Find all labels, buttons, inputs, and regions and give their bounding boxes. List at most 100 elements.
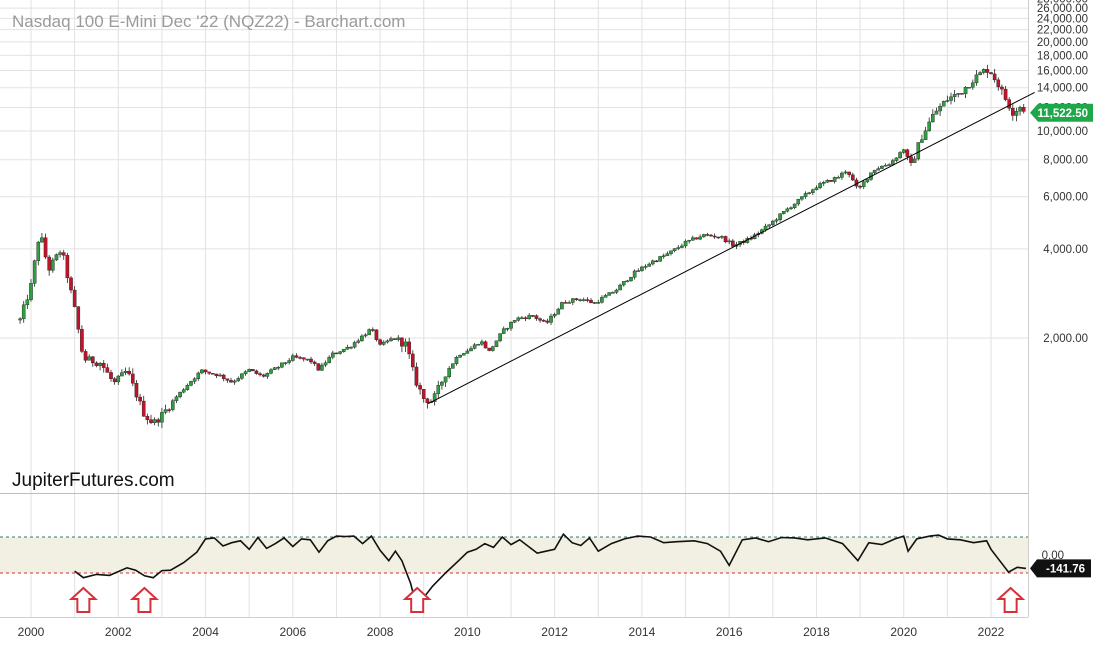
candle-down xyxy=(225,378,230,381)
candle-up xyxy=(701,234,706,238)
candle-down xyxy=(545,320,550,323)
candle-up xyxy=(832,177,837,182)
candle-up xyxy=(265,373,270,377)
candle-up xyxy=(811,189,815,193)
candle-up xyxy=(440,381,444,386)
candle-up xyxy=(843,171,848,174)
candle-up xyxy=(727,240,731,243)
candle-down xyxy=(138,396,142,402)
candle-down xyxy=(69,277,73,291)
candle-down xyxy=(847,171,851,176)
candle-down xyxy=(709,234,713,237)
candle-up xyxy=(389,338,393,342)
trend-line xyxy=(427,91,1035,405)
x-tick-label: 2020 xyxy=(890,625,917,639)
candle-down xyxy=(585,299,590,301)
candle-up xyxy=(152,419,157,423)
candle-up xyxy=(629,277,633,282)
candle-up xyxy=(243,371,248,375)
candle-up xyxy=(58,252,62,255)
candle-down xyxy=(312,361,317,364)
up-arrow-icon xyxy=(129,586,160,613)
candle-up xyxy=(938,106,942,112)
candle-up xyxy=(920,139,924,143)
candle-up xyxy=(552,314,557,317)
candle-up xyxy=(865,179,870,183)
x-tick-label: 2004 xyxy=(192,625,219,639)
candle-up xyxy=(796,198,801,205)
candle-up xyxy=(611,292,615,294)
candle-up xyxy=(658,256,662,262)
candle-up xyxy=(698,236,702,240)
candle-up xyxy=(331,352,335,358)
x-axis: 2000 2002 2004 2006 2008 2010 2012 2014 2016 2018… xyxy=(18,625,1005,639)
candle-down xyxy=(1000,86,1004,90)
candle-down xyxy=(523,317,528,319)
price-tick-label: 14,000.00 xyxy=(1037,83,1088,95)
last-price-badge: 11,522.50 xyxy=(1030,103,1093,122)
candle-down xyxy=(411,353,415,368)
candle-up xyxy=(876,168,881,171)
candle-up xyxy=(763,225,768,230)
candle-up xyxy=(461,353,466,356)
price-tick-label: 4,000.00 xyxy=(1043,244,1088,256)
candle-up xyxy=(185,385,190,390)
candle-up xyxy=(116,375,121,383)
candle-up xyxy=(381,341,386,345)
candle-down xyxy=(298,357,302,359)
candle-down xyxy=(531,315,535,317)
candle-up xyxy=(196,372,201,379)
candle-up xyxy=(578,299,582,301)
candle-up xyxy=(218,374,222,377)
candle-up xyxy=(640,266,644,271)
last-oscillator-badge-shape xyxy=(1030,559,1091,578)
candle-up xyxy=(934,110,939,115)
candle-down xyxy=(538,318,542,321)
candle-up xyxy=(480,341,484,345)
candle-down xyxy=(254,370,259,374)
candle-down xyxy=(541,320,546,322)
candle-down xyxy=(251,369,255,372)
candle-down xyxy=(851,174,855,181)
candle-up xyxy=(669,250,673,254)
candle-up xyxy=(807,192,811,194)
candle-up xyxy=(676,247,681,249)
candle-down xyxy=(371,329,375,331)
candle-down xyxy=(65,255,70,279)
candle-up xyxy=(978,72,982,76)
candle-up xyxy=(516,317,521,321)
candle-up xyxy=(276,366,281,369)
candle-up xyxy=(232,380,237,383)
candle-up xyxy=(174,396,179,401)
candle-up xyxy=(680,245,684,248)
candle-up xyxy=(18,318,22,321)
price-tick-label: 28,000.00 xyxy=(1037,0,1088,6)
candle-down xyxy=(716,236,721,239)
price-tick-label: 2,000.00 xyxy=(1043,333,1088,345)
candle-up xyxy=(596,302,601,304)
candle-up xyxy=(36,241,41,261)
price-tick-label: 18,000.00 xyxy=(1037,50,1088,62)
candle-up xyxy=(956,93,961,95)
candle-down xyxy=(1007,99,1011,109)
candle-down xyxy=(1021,107,1026,112)
candle-down xyxy=(1011,108,1015,116)
candle-up xyxy=(887,164,891,166)
price-tick-label: 26,000.00 xyxy=(1037,3,1088,15)
candle-down xyxy=(61,252,66,256)
candle-up xyxy=(567,302,571,304)
candle-down xyxy=(258,373,262,376)
x-tick-label: 2008 xyxy=(367,625,394,639)
candle-up xyxy=(821,182,826,184)
candle-up xyxy=(556,308,561,315)
up-arrow-icon xyxy=(402,586,432,613)
candle-up xyxy=(691,237,695,241)
candle-up xyxy=(341,349,346,352)
candle-up xyxy=(178,391,182,398)
candle-down xyxy=(141,400,146,417)
candle-down xyxy=(214,373,219,377)
candle-down xyxy=(705,234,710,236)
last-price-badge-shape xyxy=(1030,103,1093,122)
candle-up xyxy=(883,165,888,167)
candle-down xyxy=(989,72,993,75)
